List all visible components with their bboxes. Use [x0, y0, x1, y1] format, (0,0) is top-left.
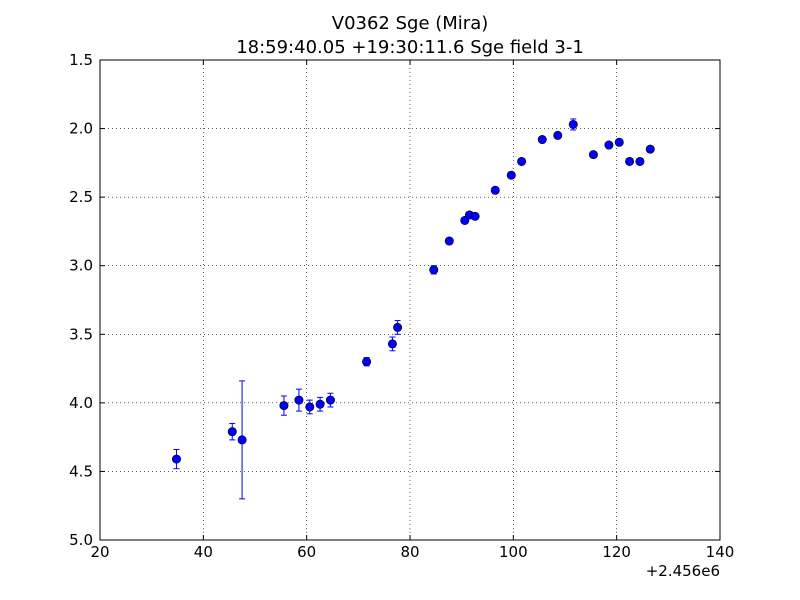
- data-point: [429, 265, 439, 275]
- data-point: [393, 322, 403, 332]
- data-point: [506, 170, 516, 180]
- data-point: [279, 401, 289, 411]
- x-offset-label: +2.456e6: [646, 562, 720, 580]
- chart-title: V0362 Sge (Mira): [332, 13, 489, 34]
- data-point: [588, 150, 598, 160]
- data-point: [325, 395, 335, 405]
- data-point: [490, 185, 500, 195]
- data-points: [171, 119, 655, 464]
- data-point: [362, 357, 372, 367]
- data-point: [305, 402, 315, 412]
- data-point: [614, 137, 624, 147]
- y-tick-labels: 1.5 2.0 2.5 3.0 3.5 4.0 4.5 5.0: [69, 51, 93, 549]
- data-point: [444, 236, 454, 246]
- data-point: [553, 130, 563, 140]
- x-tick-label: 60: [297, 543, 316, 561]
- data-point: [315, 399, 325, 409]
- y-tick-label: 1.5: [69, 51, 93, 69]
- data-point: [227, 427, 237, 437]
- data-point: [237, 435, 247, 445]
- y-tick-label: 5.0: [69, 531, 93, 549]
- y-tick-label: 3.0: [69, 257, 93, 275]
- data-point: [171, 454, 181, 464]
- data-point: [625, 156, 635, 166]
- data-point: [645, 144, 655, 154]
- data-point: [604, 140, 614, 150]
- data-point: [470, 211, 480, 221]
- x-tick-labels: 20 40 60 80 100 120 140: [90, 543, 734, 561]
- data-point: [517, 156, 527, 166]
- data-point: [294, 395, 304, 405]
- data-point: [635, 156, 645, 166]
- x-tick-label: 120: [602, 543, 631, 561]
- x-tick-label: 20: [90, 543, 109, 561]
- data-point: [568, 119, 578, 129]
- y-tick-label: 2.0: [69, 120, 93, 138]
- y-tick-label: 3.5: [69, 325, 93, 343]
- data-point: [537, 135, 547, 145]
- grid-lines: [100, 60, 720, 540]
- x-tick-label: 140: [706, 543, 735, 561]
- x-tick-label: 100: [499, 543, 528, 561]
- x-tick-label: 40: [194, 543, 213, 561]
- y-tick-label: 4.0: [69, 394, 93, 412]
- y-tick-label: 4.5: [69, 462, 93, 480]
- chart-subtitle: 18:59:40.05 +19:30:11.6 Sge field 3-1: [236, 37, 584, 58]
- plot-frame: [99, 59, 721, 541]
- x-tick-label: 80: [400, 543, 419, 561]
- y-tick-label: 2.5: [69, 188, 93, 206]
- data-point: [387, 339, 397, 349]
